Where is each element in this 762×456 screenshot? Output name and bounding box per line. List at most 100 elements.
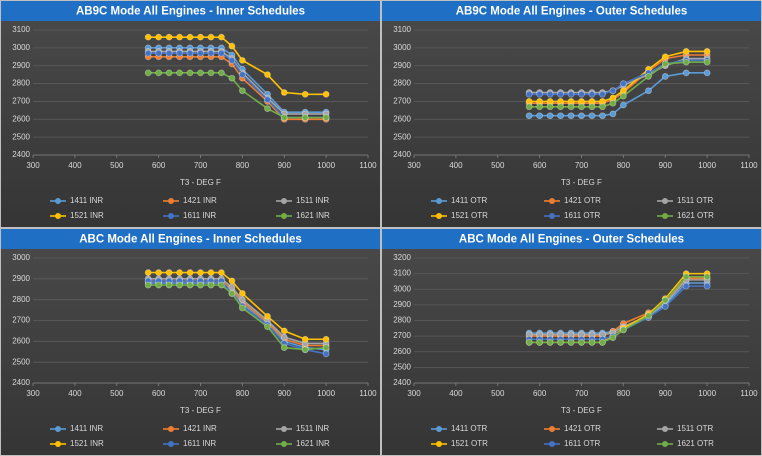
y-tick-label: 2500 (393, 362, 411, 371)
x-tick-label: 600 (533, 161, 547, 170)
data-point (301, 90, 309, 98)
x-tick-label: 500 (491, 161, 505, 170)
y-tick-label: 2600 (393, 347, 411, 356)
data-point (588, 338, 596, 346)
legend-swatch-dot (662, 426, 668, 432)
y-tick-label: 2800 (393, 79, 411, 88)
x-tick-label: 1000 (317, 389, 335, 398)
data-point (599, 90, 606, 98)
x-tick-label: 1000 (698, 389, 716, 398)
data-point (525, 338, 533, 346)
y-tick-label: 3100 (393, 25, 411, 34)
legend-swatch-dot (55, 198, 61, 204)
data-point (599, 103, 606, 111)
data-point (609, 334, 617, 342)
data-point (280, 327, 288, 335)
title-bar (382, 1, 761, 21)
data-point (578, 338, 585, 346)
data-point (155, 269, 163, 276)
x-tick-label: 300 (26, 389, 40, 398)
y-tick-label: 3000 (12, 43, 30, 52)
chart-panel: AB9C Mode All Engines - Inner Schedules 2… (0, 0, 381, 228)
data-point (218, 69, 225, 77)
data-point (609, 99, 617, 107)
legend-label: 1411 INR (70, 424, 103, 433)
legend-label: 1411 INR (70, 196, 103, 205)
x-tick-label: 1000 (698, 161, 716, 170)
data-point (703, 69, 711, 77)
y-tick-label: 3000 (12, 253, 30, 262)
data-point (567, 338, 575, 346)
x-tick-label: 500 (110, 161, 124, 170)
data-point (619, 326, 627, 334)
legend-label: 1521 INR (70, 211, 104, 220)
y-tick-label: 2900 (393, 300, 411, 309)
legend-swatch-dot (168, 426, 174, 432)
data-point (264, 312, 271, 320)
x-tick-label: 300 (407, 161, 421, 170)
data-point (546, 338, 554, 346)
y-tick-label: 3000 (393, 43, 411, 52)
y-tick-label: 2700 (393, 331, 411, 340)
legend-label: 1611 OTR (564, 211, 601, 220)
data-point (661, 303, 669, 310)
legend-swatch-dot (436, 441, 442, 447)
y-tick-label: 2500 (393, 132, 411, 141)
legend-label: 1611 OTR (564, 439, 601, 448)
data-point (264, 323, 271, 331)
data-point (703, 58, 711, 66)
legend-label: 1521 OTR (451, 439, 488, 448)
data-point (645, 312, 652, 320)
x-axis-label: T3 - DEG F (561, 406, 602, 415)
x-tick-label: 500 (110, 389, 124, 398)
x-tick-label: 400 (449, 389, 463, 398)
data-point (165, 69, 173, 77)
data-point (238, 56, 246, 64)
x-tick-label: 600 (533, 389, 547, 398)
y-tick-label: 2900 (393, 61, 411, 70)
legend-label: 1421 INR (183, 424, 217, 433)
data-point (599, 338, 606, 346)
legend-label: 1621 OTR (677, 211, 714, 220)
data-point (238, 290, 246, 297)
data-point (238, 87, 246, 95)
data-point (228, 283, 236, 291)
chart-title: AB9C Mode All Engines - Outer Schedules (456, 6, 688, 18)
data-point (155, 33, 163, 41)
data-point (264, 105, 271, 112)
y-tick-label: 2500 (12, 132, 30, 141)
x-tick-label: 1100 (359, 389, 377, 398)
title-bar (1, 1, 380, 21)
data-point (536, 103, 544, 111)
chart-title: ABC Mode All Engines - Inner Schedules (79, 234, 302, 246)
data-point (525, 112, 533, 120)
legend-swatch-dot (549, 198, 555, 204)
data-point (186, 69, 194, 77)
data-point (661, 73, 669, 80)
data-point (619, 80, 627, 87)
data-point (144, 69, 152, 77)
legend-label: 1411 OTR (451, 424, 488, 433)
legend-swatch-dot (168, 198, 174, 204)
data-point (567, 112, 575, 120)
x-tick-label: 900 (278, 389, 292, 398)
data-point (588, 90, 596, 98)
y-tick-label: 2400 (12, 150, 30, 159)
legend-label: 1411 OTR (451, 196, 488, 205)
data-point (661, 296, 669, 304)
x-tick-label: 800 (236, 161, 250, 170)
data-point (197, 269, 204, 276)
chart-panel: ABC Mode All Engines - Inner Schedules 24… (0, 228, 381, 456)
data-point (207, 49, 215, 57)
data-point (155, 69, 163, 77)
data-point (176, 281, 183, 289)
legend-swatch-dot (281, 426, 287, 432)
legend-swatch-dot (55, 441, 61, 447)
data-point (557, 338, 564, 346)
data-point (599, 112, 606, 120)
data-point (280, 114, 288, 121)
data-point (322, 350, 330, 358)
legend-swatch-dot (662, 213, 668, 219)
data-point (228, 56, 236, 64)
x-tick-label: 500 (491, 389, 505, 398)
